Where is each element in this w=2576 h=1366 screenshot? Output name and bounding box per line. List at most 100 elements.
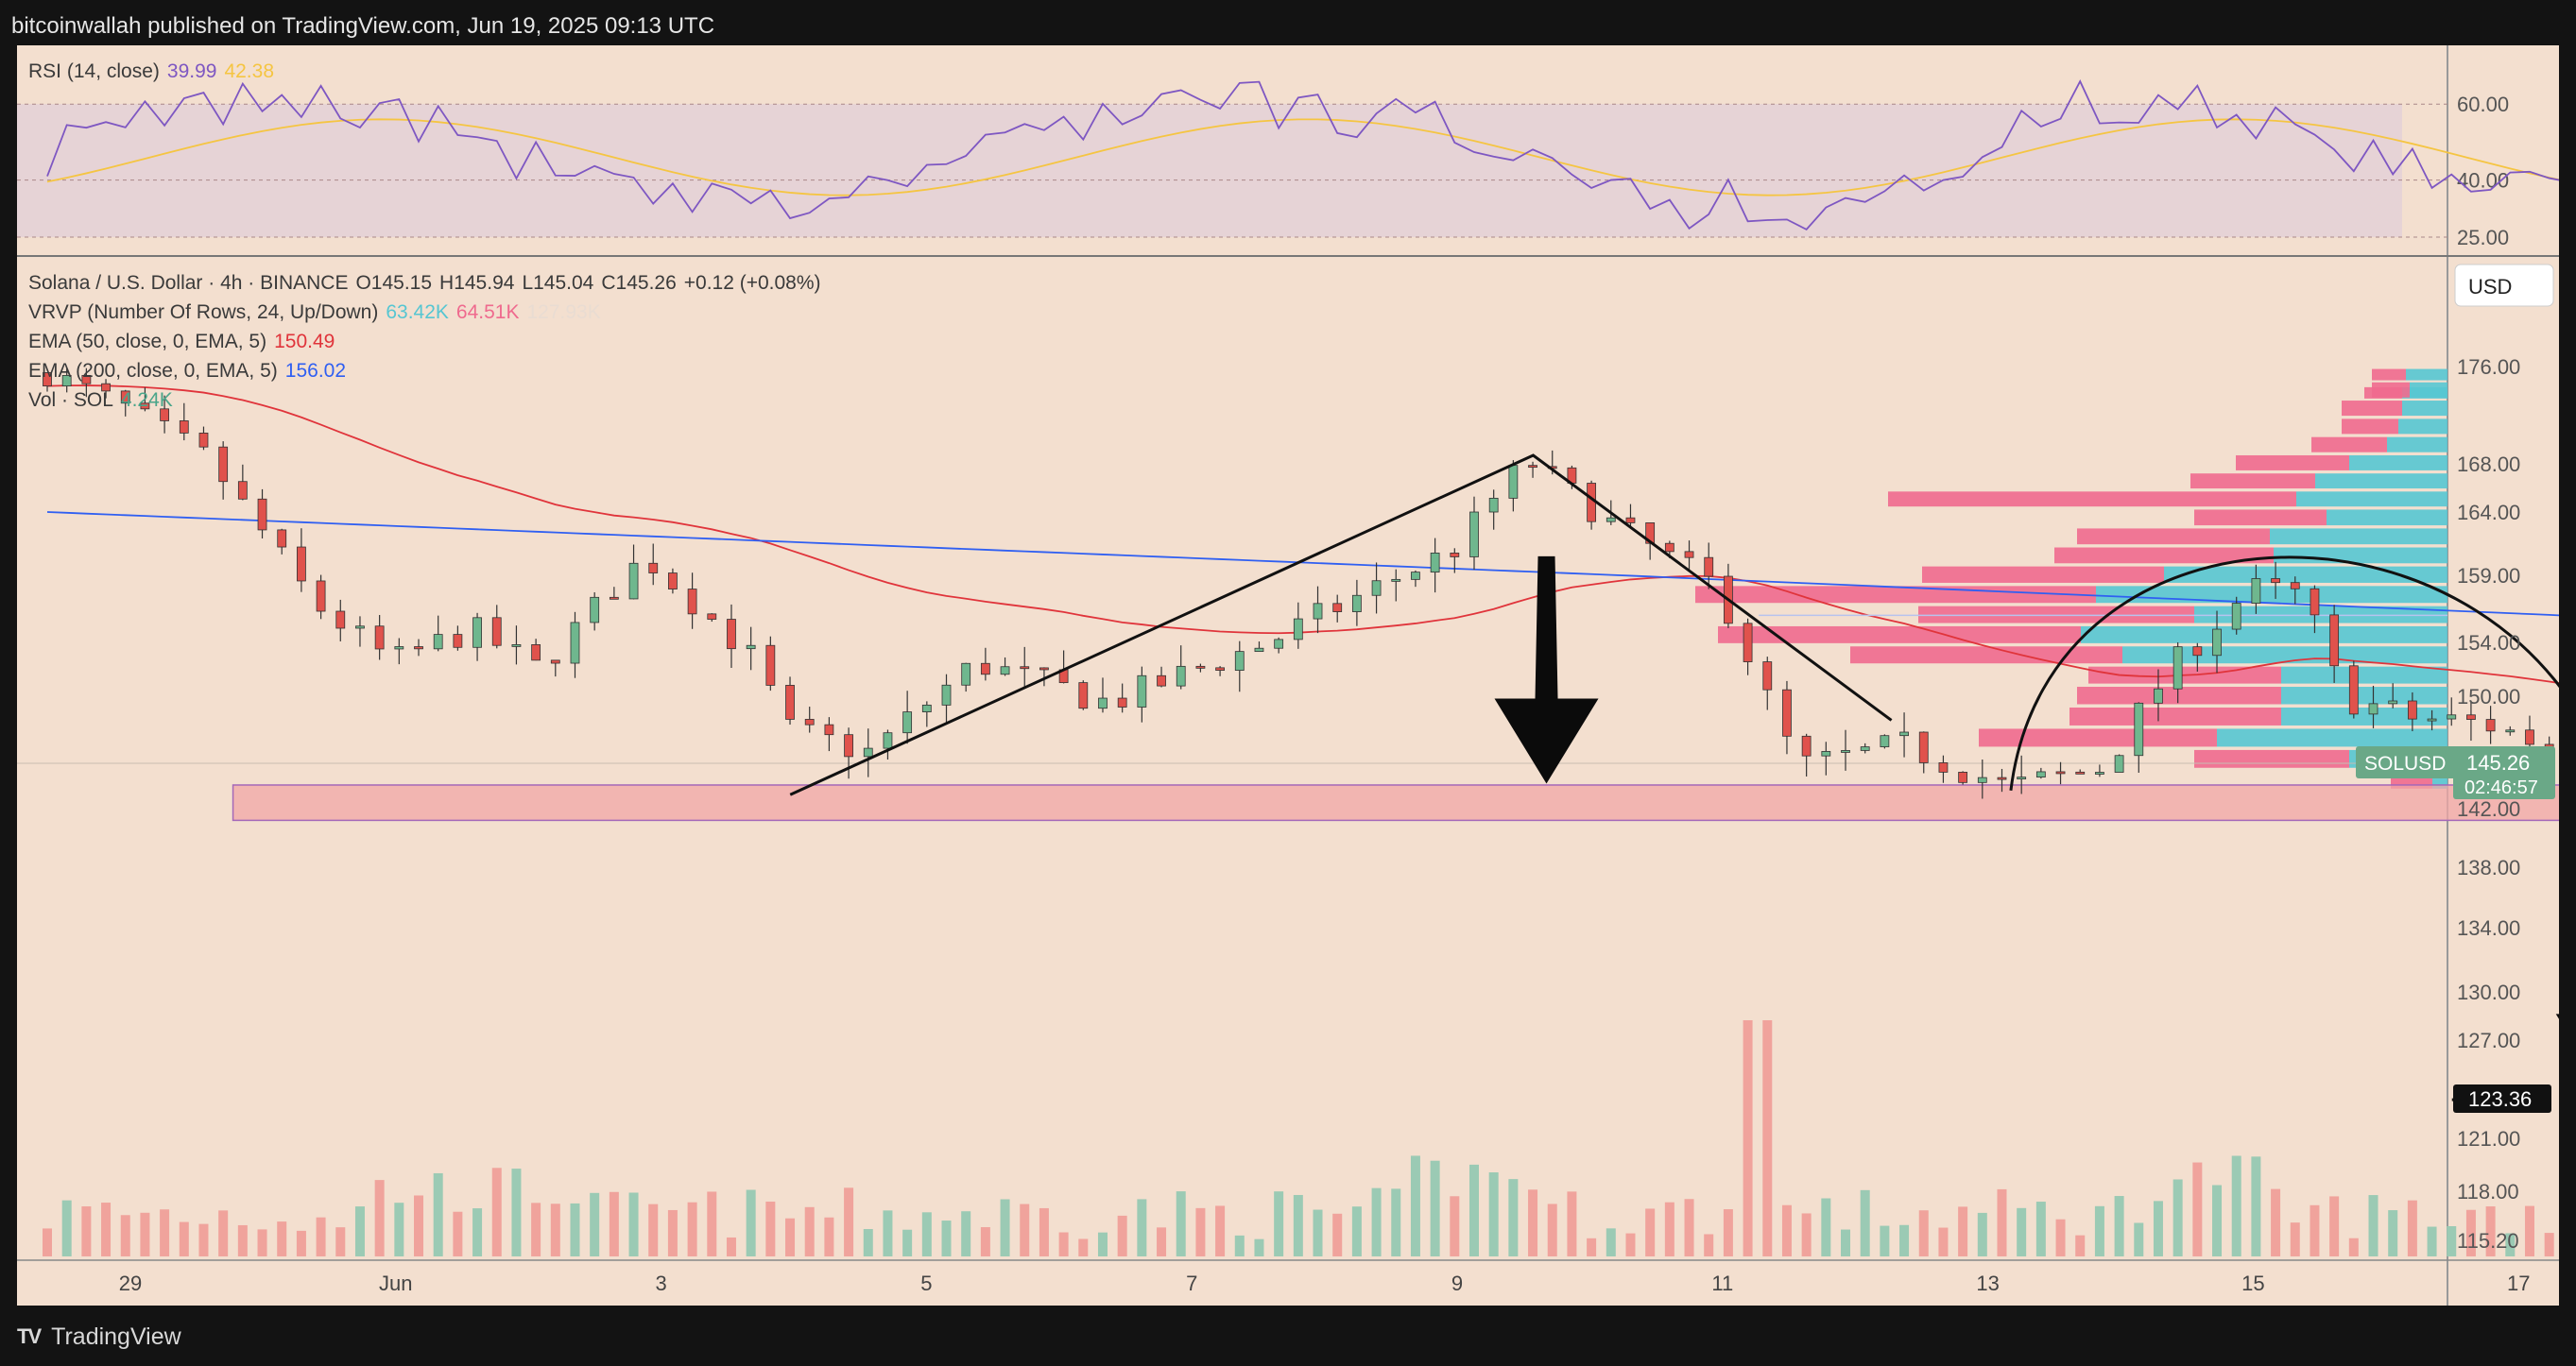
rsi-label: RSI (14, close) bbox=[28, 60, 160, 82]
volume-bar bbox=[824, 1217, 834, 1256]
volume-bar bbox=[707, 1191, 717, 1256]
volume-bar bbox=[2172, 1179, 2183, 1256]
volume-bar bbox=[394, 1203, 404, 1256]
candle-body bbox=[179, 420, 189, 434]
volume-bar bbox=[1860, 1189, 1870, 1256]
volume-bar bbox=[1801, 1213, 1812, 1256]
vp-up-bar bbox=[2349, 454, 2447, 470]
volume-bar bbox=[1841, 1229, 1851, 1256]
volume-bar bbox=[1743, 1020, 1753, 1256]
currency-label[interactable]: USD bbox=[2468, 275, 2512, 299]
vp-down-bar bbox=[2190, 473, 2315, 489]
candle-body bbox=[1587, 483, 1597, 522]
volume-bar bbox=[726, 1237, 736, 1256]
vp-down-bar bbox=[2372, 368, 2406, 381]
candle-body bbox=[531, 644, 541, 661]
volume-bar bbox=[120, 1215, 130, 1256]
volume-bar bbox=[2544, 1233, 2554, 1256]
price-tick-label: 176.00 bbox=[2457, 355, 2520, 379]
volume-bar bbox=[1157, 1227, 1167, 1256]
vp-down-bar bbox=[1718, 625, 2081, 643]
volume-bar bbox=[2094, 1205, 2104, 1256]
volume-bar bbox=[1488, 1172, 1499, 1256]
candle-body bbox=[2172, 646, 2183, 690]
volume-bar bbox=[1704, 1234, 1714, 1256]
candles bbox=[43, 367, 2554, 799]
candle-body bbox=[980, 662, 990, 675]
volume-bar bbox=[101, 1203, 112, 1256]
volume-bar bbox=[570, 1203, 580, 1256]
candle-body bbox=[2231, 603, 2241, 630]
rsi-line bbox=[46, 79, 2559, 231]
candle-body bbox=[2290, 582, 2300, 589]
candle-body bbox=[1899, 731, 1909, 737]
vp-down-bar bbox=[2077, 687, 2281, 705]
candle-body bbox=[453, 634, 463, 648]
rsi-value: 39.99 bbox=[166, 60, 217, 82]
candle-body bbox=[2388, 700, 2398, 705]
volume-bar bbox=[1468, 1164, 1479, 1256]
time-tick-label: 13 bbox=[1976, 1272, 1999, 1295]
vrvp-down: 64.51K bbox=[455, 301, 520, 323]
rsi-band bbox=[17, 104, 2402, 237]
volume-bar bbox=[648, 1204, 659, 1256]
candle-body bbox=[590, 596, 600, 623]
ohlc-open: O145.15 bbox=[355, 272, 433, 294]
vrvp-legend: VRVP (Number Of Rows, 24, Up/Down) 63.42K… bbox=[28, 301, 601, 324]
volume-bar bbox=[2485, 1206, 2496, 1256]
vp-down-bar bbox=[2311, 436, 2387, 452]
ema50-label: EMA (50, close, 0, EMA, 5) bbox=[28, 331, 267, 352]
vp-down-bar bbox=[1695, 586, 2096, 604]
volume-bar bbox=[2348, 1238, 2359, 1256]
volume-bar bbox=[160, 1209, 170, 1256]
candle-body bbox=[1704, 556, 1714, 577]
footer-brand[interactable]: TradingView bbox=[51, 1323, 181, 1350]
candle-body bbox=[2329, 614, 2340, 667]
rounded-top-arc bbox=[2009, 555, 2559, 792]
candle-body bbox=[316, 580, 326, 612]
volume-bar bbox=[2388, 1210, 2398, 1256]
volume-bar bbox=[2329, 1196, 2340, 1256]
candle-body bbox=[297, 546, 306, 582]
candle-body bbox=[1743, 623, 1753, 662]
volume-bar bbox=[902, 1229, 913, 1256]
candle-body bbox=[1020, 666, 1030, 670]
time-tick-label: 7 bbox=[1186, 1272, 1197, 1295]
price-axis: 176.00 168.00 164.00 159.00 154.00 150.00 142.… bbox=[2457, 355, 2520, 1253]
volume-bar bbox=[2055, 1219, 2066, 1256]
volume-bar bbox=[1587, 1238, 1597, 1256]
candle-body bbox=[1430, 553, 1440, 573]
vp-up-bar bbox=[2387, 436, 2447, 452]
volume-bar bbox=[1137, 1199, 1147, 1256]
volume-bar bbox=[2427, 1226, 2437, 1256]
price-tick-label: 134.00 bbox=[2457, 916, 2520, 940]
candle-body bbox=[2407, 700, 2417, 720]
vp-down-bar bbox=[2194, 749, 2349, 768]
vp-down-bar bbox=[2069, 707, 2281, 726]
volume-bar bbox=[844, 1187, 854, 1256]
candle-body bbox=[1293, 618, 1303, 640]
volume-bar bbox=[2153, 1201, 2163, 1256]
volume-bar bbox=[2310, 1204, 2320, 1256]
volume-bar bbox=[1977, 1212, 1987, 1256]
candle-body bbox=[237, 481, 248, 500]
ema200-value: 156.02 bbox=[284, 360, 347, 382]
volume-bar bbox=[2017, 1207, 2027, 1256]
volume-bar bbox=[1313, 1209, 1323, 1256]
volume-bar bbox=[1938, 1227, 1949, 1256]
volume-bar bbox=[316, 1217, 326, 1256]
symbol-tag: SOLUSD bbox=[2364, 753, 2446, 775]
price-tick-label: 142.00 bbox=[2457, 797, 2520, 821]
vp-up-bar bbox=[2122, 646, 2447, 664]
volume-bar bbox=[1508, 1179, 1519, 1256]
volume-bar bbox=[1821, 1198, 1831, 1256]
volume-bar bbox=[1097, 1232, 1108, 1256]
volume-bar bbox=[1195, 1207, 1206, 1256]
symbol-title[interactable]: Solana / U.S. Dollar · 4h · BINANCE bbox=[28, 272, 349, 294]
vp-down-bar bbox=[1979, 728, 2217, 747]
volume-bar bbox=[296, 1230, 306, 1256]
vp-down-bar bbox=[1922, 566, 2164, 583]
